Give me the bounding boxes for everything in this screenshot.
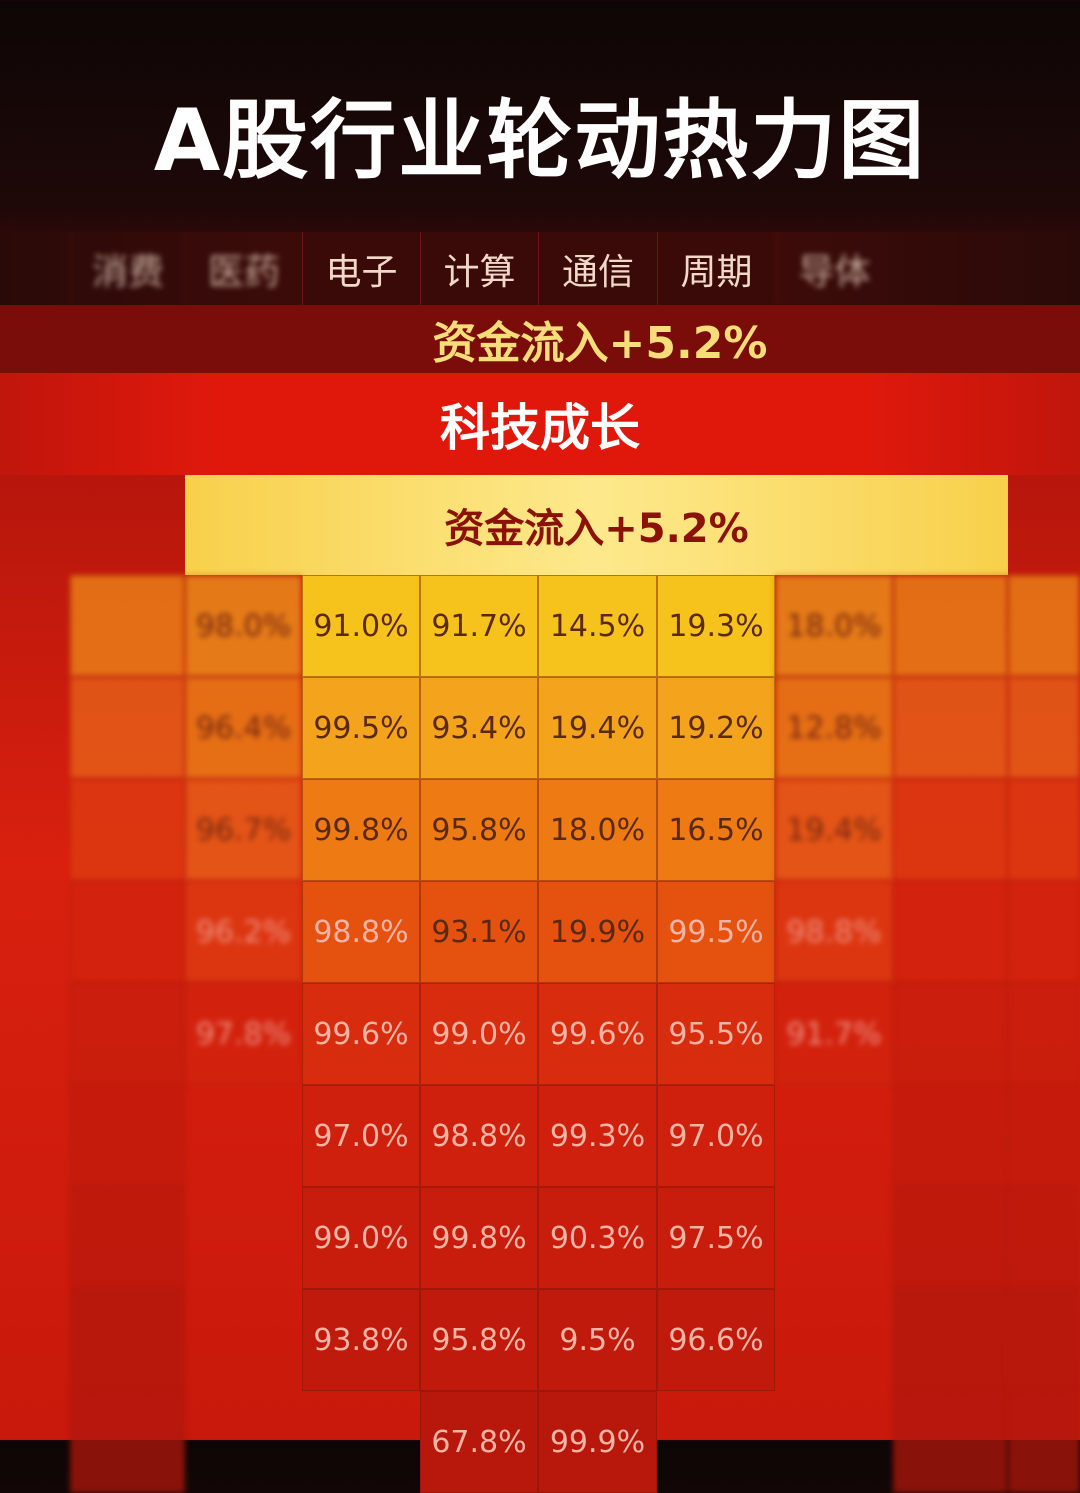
filler-cell	[1008, 779, 1080, 881]
heat-cell: 91.7%	[775, 983, 893, 1085]
heat-cell: 67.8%	[420, 1391, 538, 1493]
heat-cell: 18.0%	[538, 779, 657, 881]
heat-cell: 97.5%	[657, 1187, 775, 1289]
heat-cell: 95.8%	[420, 779, 538, 881]
filler-cell	[893, 983, 1008, 1085]
heat-cell: 96.6%	[657, 1289, 775, 1391]
heat-cell: 12.8%	[775, 677, 893, 779]
filler-cell	[70, 881, 185, 983]
heat-cell: 19.3%	[657, 575, 775, 677]
heat-cell: 97.0%	[657, 1085, 775, 1187]
filler-cell	[70, 1085, 185, 1187]
heat-cell: 93.4%	[420, 677, 538, 779]
filler-cell	[70, 575, 185, 677]
flow-band	[0, 305, 1080, 373]
filler-cell	[70, 1289, 185, 1391]
filler-cell	[1008, 575, 1080, 677]
column-header: 周期	[657, 232, 775, 305]
heat-cell: 95.5%	[657, 983, 775, 1085]
filler-cell	[1008, 677, 1080, 779]
filler-cell	[893, 779, 1008, 881]
heat-cell: 98.0%	[185, 575, 302, 677]
filler-cell	[70, 1391, 185, 1493]
heat-cell: 99.8%	[420, 1187, 538, 1289]
column-header: 导体	[775, 232, 893, 305]
heat-cell: 96.4%	[185, 677, 302, 779]
column-header: 电子	[302, 232, 420, 305]
column-header: 计算	[420, 232, 538, 305]
filler-cell	[70, 779, 185, 881]
heat-cell: 99.5%	[657, 881, 775, 983]
filler-cell	[893, 1391, 1008, 1493]
filler-cell	[893, 1085, 1008, 1187]
heat-cell: 96.2%	[185, 881, 302, 983]
sector-banner: 科技成长	[0, 373, 1080, 475]
column-header: 医药	[185, 232, 302, 305]
heat-cell: 98.8%	[302, 881, 420, 983]
heat-cell: 97.8%	[185, 983, 302, 1085]
heat-cell: 98.8%	[775, 881, 893, 983]
filler-cell	[70, 677, 185, 779]
heat-cell: 91.0%	[302, 575, 420, 677]
filler-cell	[1008, 1289, 1080, 1391]
filler-cell	[1008, 1085, 1080, 1187]
heat-cell: 9.5%	[538, 1289, 657, 1391]
heat-cell: 99.0%	[302, 1187, 420, 1289]
heat-cell: 19.4%	[538, 677, 657, 779]
heat-cell: 90.3%	[538, 1187, 657, 1289]
filler-cell	[70, 983, 185, 1085]
heat-cell: 14.5%	[538, 575, 657, 677]
filler-cell	[1008, 1187, 1080, 1289]
filler-cell	[893, 1289, 1008, 1391]
filler-cell	[1008, 983, 1080, 1085]
heat-cell: 96.7%	[185, 779, 302, 881]
heat-cell: 16.5%	[657, 779, 775, 881]
flow-label: 资金流入+5.2%	[432, 318, 768, 369]
heat-cell: 19.2%	[657, 677, 775, 779]
heat-cell: 18.0%	[775, 575, 893, 677]
heat-cell: 95.8%	[420, 1289, 538, 1391]
column-header: 通信	[538, 232, 657, 305]
heat-cell: 99.6%	[302, 983, 420, 1085]
filler-cell	[70, 1187, 185, 1289]
filler-cell	[893, 1187, 1008, 1289]
filler-cell	[893, 677, 1008, 779]
heat-cell: 99.9%	[538, 1391, 657, 1493]
heat-cell: 99.3%	[538, 1085, 657, 1187]
inner-banner: 资金流入+5.2%	[185, 475, 1008, 575]
heat-cell: 99.8%	[302, 779, 420, 881]
heat-cell: 93.1%	[420, 881, 538, 983]
column-header: 消费	[70, 232, 185, 305]
heat-cell: 19.9%	[538, 881, 657, 983]
filler-cell	[893, 881, 1008, 983]
filler-cell	[1008, 1391, 1080, 1493]
title: A股行业轮动热力图	[153, 91, 927, 191]
heat-cell: 99.6%	[538, 983, 657, 1085]
heat-cell: 99.5%	[302, 677, 420, 779]
filler-cell	[893, 575, 1008, 677]
filler-cell	[1008, 881, 1080, 983]
heat-cell: 91.7%	[420, 575, 538, 677]
heat-cell: 97.0%	[302, 1085, 420, 1187]
heat-cell: 93.8%	[302, 1289, 420, 1391]
heat-cell: 99.0%	[420, 983, 538, 1085]
heat-cell: 19.4%	[775, 779, 893, 881]
heat-cell: 98.8%	[420, 1085, 538, 1187]
